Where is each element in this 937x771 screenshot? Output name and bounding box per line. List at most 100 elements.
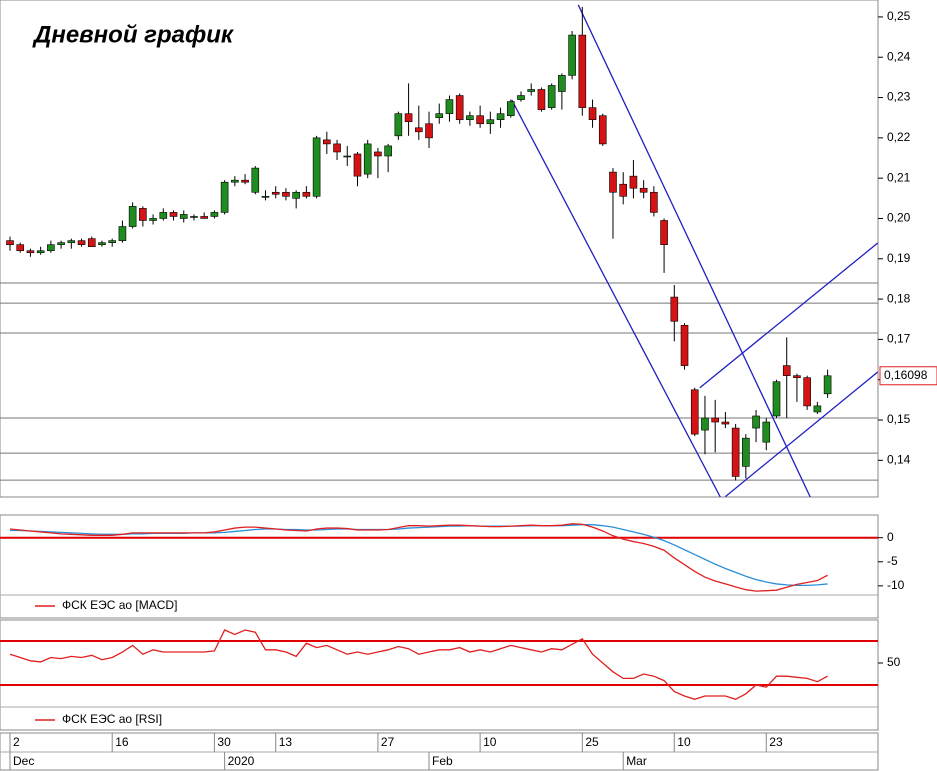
y-tick-label: 0,23 bbox=[887, 90, 911, 104]
candle-body bbox=[26, 250, 35, 254]
candle-body bbox=[639, 187, 648, 193]
candle-body bbox=[670, 296, 679, 322]
candle-body bbox=[588, 107, 597, 121]
overlay: 0,25 0,24 0,23 0,22 0,21 0,20 0,19 0,18 0,17 0,16… bbox=[0, 9, 937, 770]
y-tick-label: 0,18 bbox=[887, 291, 911, 305]
chart-title: Дневной график bbox=[32, 21, 235, 48]
candle-body bbox=[527, 89, 536, 92]
x-tick-label: 2 bbox=[13, 735, 20, 749]
candle-body bbox=[680, 324, 689, 366]
candle-body bbox=[231, 179, 239, 183]
candle-body bbox=[414, 127, 423, 133]
candle-body bbox=[282, 191, 290, 197]
candle-body bbox=[568, 34, 576, 76]
indicator-line bbox=[9, 523, 828, 592]
candle-body bbox=[169, 212, 178, 217]
candle-body bbox=[731, 427, 740, 477]
candle-body bbox=[36, 250, 45, 254]
month-label: 2020 bbox=[228, 754, 255, 768]
candle-body bbox=[77, 240, 86, 245]
month-label: Mar bbox=[626, 754, 647, 768]
candle-body bbox=[139, 208, 147, 221]
candle-body bbox=[547, 85, 556, 108]
y-tick-label: 0,17 bbox=[887, 332, 911, 346]
candle-body bbox=[210, 212, 219, 217]
x-tick-label: 10 bbox=[483, 735, 497, 749]
candle-body bbox=[598, 115, 607, 145]
y-tick-label: 50 bbox=[887, 655, 901, 669]
legend-label: ФСК ЕЭС ао [RSI] bbox=[62, 712, 162, 726]
candle-body bbox=[752, 415, 760, 429]
candle-body bbox=[374, 151, 382, 157]
candle-body bbox=[466, 115, 474, 121]
candle-body bbox=[650, 191, 658, 213]
candle-body bbox=[721, 421, 730, 425]
trend-line bbox=[724, 371, 878, 497]
candle-body bbox=[445, 99, 454, 114]
month-label: Feb bbox=[432, 754, 453, 768]
x-tick-label: 16 bbox=[115, 735, 129, 749]
candle-body bbox=[323, 139, 331, 145]
candle-body bbox=[558, 75, 566, 92]
candle-body bbox=[251, 167, 260, 193]
x-tick-label: 10 bbox=[677, 735, 691, 749]
candle-body bbox=[619, 183, 628, 197]
y-tick-label: 0,19 bbox=[887, 251, 911, 265]
y-tick-label: 0 bbox=[887, 530, 894, 544]
candle-body bbox=[629, 175, 638, 189]
candle-body bbox=[57, 242, 65, 245]
candle-body bbox=[793, 375, 801, 378]
price-panel bbox=[0, 0, 879, 498]
x-tick-label: 27 bbox=[381, 735, 395, 749]
candle-body bbox=[742, 437, 750, 467]
candle-body bbox=[179, 214, 188, 219]
candle-body bbox=[292, 191, 300, 199]
candle-body bbox=[506, 101, 515, 116]
candle-body bbox=[108, 240, 116, 243]
candle-body bbox=[118, 226, 127, 241]
candle-body bbox=[803, 377, 811, 407]
candle-body bbox=[363, 143, 372, 175]
candle-body bbox=[455, 95, 464, 121]
candle-body bbox=[312, 137, 321, 197]
candle-body bbox=[190, 216, 198, 218]
y-tick-label: 0,25 bbox=[887, 9, 911, 23]
candle-body bbox=[333, 143, 341, 153]
candle-body bbox=[200, 216, 208, 219]
candle-body bbox=[98, 242, 106, 245]
candle-body bbox=[609, 171, 617, 193]
y-tick-label: 0,14 bbox=[887, 452, 911, 466]
last-price-label: 0,16098 bbox=[884, 368, 928, 382]
y-tick-label: 0,22 bbox=[887, 130, 911, 144]
x-tick-label: 13 bbox=[279, 735, 293, 749]
last-price-box bbox=[879, 366, 937, 386]
candle-body bbox=[149, 218, 157, 221]
candle-body bbox=[87, 238, 96, 247]
candle-body bbox=[486, 119, 495, 125]
candle-body bbox=[220, 181, 229, 213]
candle-body bbox=[159, 212, 168, 219]
y-tick-label: -5 bbox=[887, 554, 898, 568]
trend-line bbox=[699, 242, 878, 389]
candle-body bbox=[343, 155, 352, 158]
indicator-line bbox=[10, 524, 828, 587]
candle-body bbox=[782, 365, 791, 376]
candle-body bbox=[660, 220, 668, 245]
candle-body bbox=[823, 375, 832, 395]
y-tick-label: 0,21 bbox=[887, 170, 911, 184]
candle-body bbox=[384, 145, 392, 157]
trend-line bbox=[577, 4, 811, 497]
candle-body bbox=[271, 191, 280, 195]
candle-body bbox=[517, 95, 525, 100]
candle-body bbox=[537, 89, 546, 110]
candle-body bbox=[772, 381, 781, 417]
y-tick-label: 0,15 bbox=[887, 412, 911, 426]
price-plot bbox=[0, 4, 878, 497]
y-tick-label: 0,24 bbox=[887, 49, 911, 63]
macd-panel bbox=[0, 514, 879, 619]
candle-body bbox=[353, 153, 362, 177]
legend-label: ФСК ЕЭС ао [MACD] bbox=[62, 598, 177, 612]
candle-body bbox=[302, 191, 311, 197]
candle-body bbox=[476, 115, 484, 125]
x-tick-label: 30 bbox=[217, 735, 231, 749]
